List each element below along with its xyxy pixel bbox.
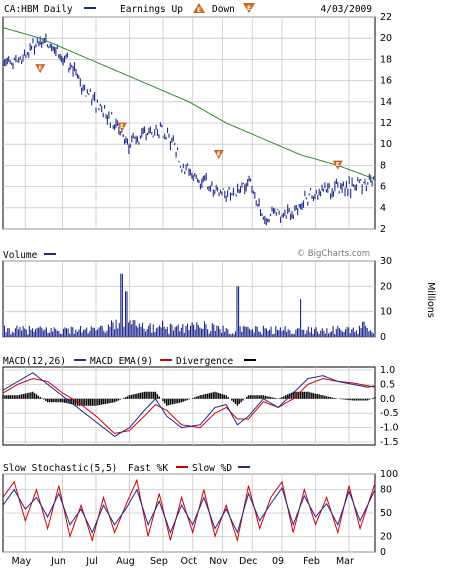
price-layer: E E E E [2,27,376,226]
stochastic-tick-label: 80 [380,485,392,496]
month-tick-label: Oct [181,556,198,567]
price-tick-label: 22 [380,12,392,23]
price-tick-label: 14 [380,97,392,108]
month-tick-label: Jun [50,556,66,567]
month-tick-label: Sep [150,556,168,567]
price-tick-label: 2 [380,224,386,235]
stochastic-tick-label: 0 [380,547,386,558]
price-bars [2,33,376,226]
fast-k-line [2,478,376,543]
month-tick-label: 09 [272,556,284,567]
chart-date: 4/03/2009 [321,4,373,15]
price-tick-label: 18 [380,54,392,65]
price-tick-label: 4 [380,203,386,214]
price-tick-label: 8 [380,160,386,171]
month-tick-label: Jul [85,556,97,567]
svg-text:E: E [38,66,42,72]
grid-layer [3,16,375,553]
macd-tick-label: -1.5 [380,437,399,448]
month-tick-label: Mar [336,556,354,567]
macd-tick-label: 0.5 [380,379,395,390]
macd-layer [2,372,376,437]
month-tick-label: Aug [116,556,135,567]
stochastic-layer [2,478,376,543]
earnings-up-label: Earnings Up [120,4,183,15]
volume-unit-label: Millions [425,282,436,318]
earnings-down-marker: E [35,64,46,74]
stochastic-label: Slow Stochastic(5,5) [3,463,117,474]
earnings-down-marker: E [213,150,224,160]
earnings-down-label: Down [212,4,235,15]
price-tick-label: 10 [380,139,392,150]
ticker-label: CA:HBM Daily [4,4,73,15]
volume-layer [2,273,376,337]
earnings-down-marker: E [117,122,128,132]
month-tick-label: Dec [239,556,257,567]
earnings-down-icon-letter: E [247,5,251,12]
month-tick-label: May [11,556,31,567]
volume-label: Volume [3,250,38,261]
price-tick-label: 16 [380,76,392,87]
volume-tick-label: 10 [380,307,392,318]
earnings-down-legend-icon: E [243,3,255,13]
earnings-up-legend-icon: E [193,3,205,14]
stochastic-tick-label: 100 [380,469,398,480]
svg-text:E: E [336,162,340,168]
bigcharts-watermark: © BigCharts.com [297,249,370,259]
volume-tick-label: 0 [380,332,386,343]
divergence-label: Divergence [176,356,233,367]
svg-text:E: E [217,152,221,158]
macd-line [2,372,376,437]
macd-panel-frame [2,366,376,446]
macd-ema-label: MACD EMA(9) [90,356,153,367]
stochastic-tick-label: 50 [380,508,392,519]
fast-k-label: Fast %K [128,463,168,474]
stochastic-tick-label: 20 [380,531,392,542]
volume-tick-label: 30 [380,256,392,267]
svg-text:E: E [120,124,124,130]
macd-label: MACD(12,26) [3,356,66,367]
earnings-up-icon-letter: E [197,7,201,14]
macd-tick-label: 1.0 [380,365,395,376]
axis-layer: May Jun Jul Aug Sep Oct Nov Dec 09 Feb Mar22201816… [11,12,398,567]
moving-average-line [2,27,376,180]
price-tick-label: 20 [380,33,392,44]
macd-tick-label: -1.0 [380,423,399,434]
volume-tick-label: 20 [380,281,392,292]
earnings-down-marker: E [332,160,343,170]
price-tick-label: 12 [380,118,392,129]
macd-tick-label: 0.0 [380,394,395,405]
macd-ema-line [2,378,376,434]
price-tick-label: 6 [380,182,386,193]
volume-bars [2,273,376,337]
month-tick-label: Nov [209,556,228,567]
slow-d-line [2,486,376,534]
slow-d-label: Slow %D [192,463,232,474]
volume-panel-frame [2,260,376,338]
macd-tick-label: -0.5 [380,408,399,419]
divergence-histogram [2,391,376,406]
month-tick-label: Feb [303,556,320,567]
